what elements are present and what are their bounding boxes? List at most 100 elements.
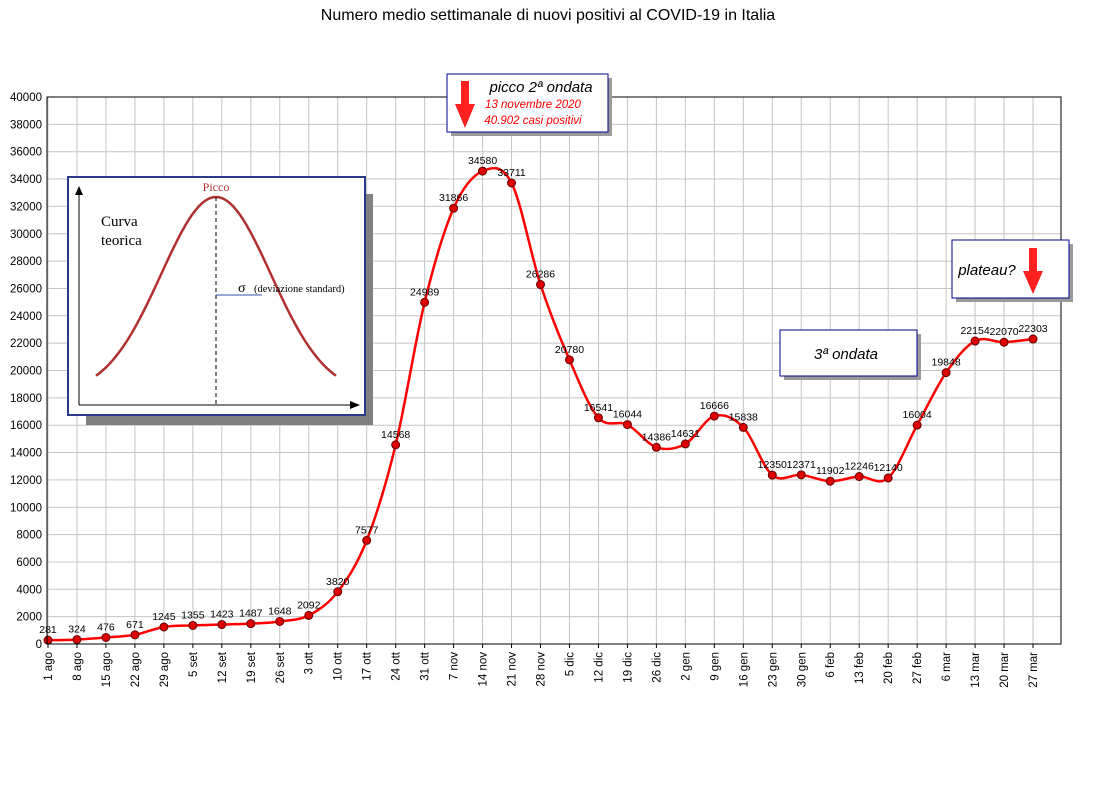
data-point — [709, 411, 719, 421]
x-tick-label: 23 gen — [767, 652, 779, 687]
peak-annotation: picco 2ª ondata 13 novembre 2020 40.902 … — [446, 73, 612, 136]
inset-sigma-label: (deviazione standard) — [254, 284, 345, 295]
inset-peak-label: Picco — [203, 180, 230, 194]
data-label: 14631 — [671, 428, 700, 440]
data-point — [275, 616, 285, 626]
data-point — [767, 470, 777, 480]
data-label: 281 — [39, 624, 57, 636]
y-tick-label: 24000 — [10, 311, 42, 323]
peak-date: 13 novembre 2020 — [485, 99, 582, 111]
x-tick-label: 14 nov — [478, 652, 490, 687]
data-point — [333, 587, 343, 597]
x-tick-label: 2 gen — [680, 652, 692, 681]
data-label: 22303 — [1018, 323, 1047, 335]
data-point — [449, 203, 459, 213]
x-tick-label: 6 feb — [825, 652, 837, 678]
y-axis-ticks: 0 2000 4000 6000 8000 10000 12000 14000 16000 180… — [10, 92, 42, 651]
data-point — [478, 166, 488, 176]
data-label: 7577 — [355, 524, 379, 536]
data-point — [622, 420, 632, 430]
data-point — [217, 620, 227, 630]
x-tick-label: 20 feb — [883, 652, 895, 684]
x-tick-label: 19 set — [246, 651, 258, 683]
x-tick-label: 26 dic — [651, 652, 663, 683]
data-label: 12350 — [758, 459, 787, 471]
y-tick-label: 12000 — [10, 475, 42, 487]
data-label: 19848 — [932, 357, 961, 369]
data-point — [796, 470, 806, 480]
inset-x-arrow-icon — [350, 401, 360, 409]
data-point — [883, 473, 893, 483]
y-tick-label: 20000 — [10, 366, 42, 378]
data-label: 324 — [68, 624, 86, 636]
peak-cases: 40.902 casi positivi — [484, 115, 582, 127]
data-point — [391, 440, 401, 450]
data-point — [420, 297, 430, 307]
x-tick-label: 13 feb — [854, 652, 866, 684]
plateau-label: plateau? — [957, 262, 1016, 279]
data-label: 33711 — [497, 167, 526, 179]
data-label: 15838 — [729, 411, 758, 423]
data-point — [564, 355, 574, 365]
x-tick-label: 21 nov — [507, 652, 519, 687]
data-point — [970, 336, 980, 346]
y-tick-label: 36000 — [10, 147, 42, 159]
data-point — [159, 622, 169, 632]
x-tick-label: 13 mar — [970, 652, 982, 688]
data-label: 24989 — [410, 286, 439, 298]
x-tick-label: 12 set — [217, 651, 229, 683]
y-tick-label: 32000 — [10, 201, 42, 213]
y-tick-label: 34000 — [10, 174, 42, 186]
data-label: 11902 — [816, 465, 845, 477]
x-tick-label: 7 nov — [449, 652, 461, 680]
x-tick-label: 27 mar — [1028, 652, 1040, 688]
data-point — [593, 413, 603, 423]
x-axis-ticks: 1 ago 8 ago 15 ago 22 ago 29 ago 5 set 12 set 1… — [43, 644, 1040, 688]
y-tick-label: 40000 — [10, 92, 42, 104]
x-tick-label: 22 ago — [130, 652, 142, 687]
y-tick-label: 30000 — [10, 229, 42, 241]
y-tick-label: 10000 — [10, 502, 42, 514]
x-tick-label: 12 dic — [593, 652, 605, 683]
data-point — [912, 420, 922, 430]
data-point — [999, 337, 1009, 347]
data-point — [72, 635, 82, 645]
x-tick-label: 5 dic — [564, 652, 576, 677]
x-tick-label: 8 ago — [72, 652, 84, 681]
data-labels: 281 324 476 671 1245 1355 1423 1487 1648 2092 3820… — [39, 155, 1048, 636]
data-label: 476 — [97, 621, 115, 633]
data-point — [738, 422, 748, 432]
data-label: 16666 — [700, 400, 729, 412]
data-label: 1245 — [152, 611, 176, 623]
data-point — [536, 280, 546, 290]
x-tick-label: 29 ago — [159, 652, 171, 687]
data-point — [188, 620, 198, 630]
x-tick-label: 3 ott — [304, 651, 316, 674]
y-tick-label: 16000 — [10, 420, 42, 432]
third-wave-annotation: 3ª ondata — [779, 329, 921, 380]
data-label: 1355 — [181, 609, 205, 621]
data-label: 1648 — [268, 605, 292, 617]
x-tick-label: 17 ott — [362, 651, 374, 681]
y-tick-label: 38000 — [10, 119, 42, 131]
x-tick-label: 1 ago — [43, 652, 55, 681]
data-point — [825, 476, 835, 486]
x-tick-label: 19 dic — [622, 652, 634, 683]
x-tick-label: 5 set — [188, 651, 200, 677]
data-label: 22070 — [989, 326, 1018, 338]
y-tick-label: 2000 — [16, 612, 42, 624]
data-point — [941, 368, 951, 378]
data-point — [130, 630, 140, 640]
data-label: 1423 — [210, 609, 234, 621]
x-tick-label: 9 gen — [709, 652, 721, 681]
data-label: 26286 — [526, 269, 555, 281]
x-tick-label: 10 ott — [333, 651, 345, 681]
x-tick-label: 16 gen — [738, 652, 750, 687]
y-tick-label: 6000 — [16, 557, 42, 569]
data-point — [1028, 334, 1038, 344]
y-tick-label: 0 — [36, 639, 42, 651]
data-point — [680, 439, 690, 449]
y-tick-label: 8000 — [16, 530, 42, 542]
third-wave-label: 3ª ondata — [814, 346, 878, 363]
